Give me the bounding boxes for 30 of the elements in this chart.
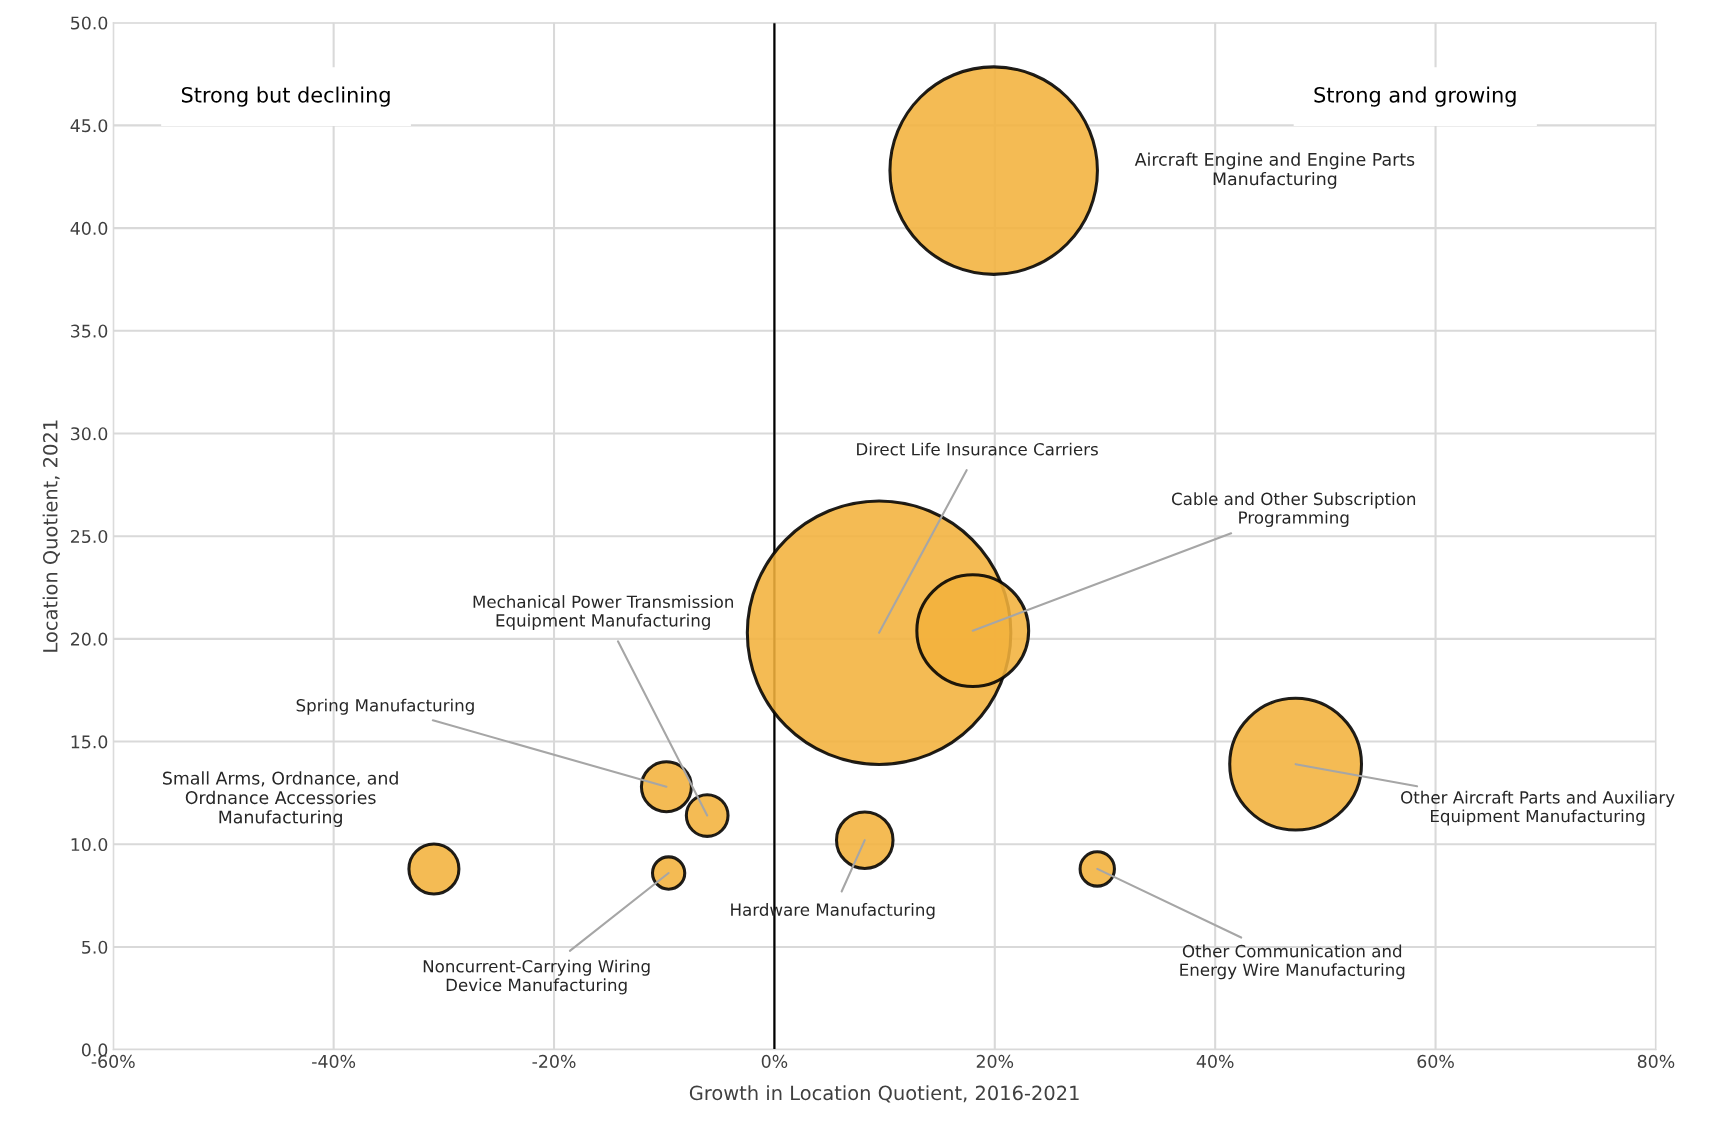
annotation: Strong and growing [1314,86,1516,107]
annotation: Cable and Other Subscription Programming [1171,492,1416,528]
y-tick-label: 35.0 [71,324,108,338]
x-tick-label: -20% [532,1054,576,1068]
annotation: Small Arms, Ordnance, and Ordnance Accessories Manufacturing [163,771,398,827]
y-tick-label: 15.0 [71,735,108,749]
annotation: Other Communication and Energy Wire Manufacturing [1180,944,1405,980]
annotation: Aircraft Engine and Engine Parts Manufacturing [1134,152,1415,189]
x-tick-label: 20% [976,1054,1014,1068]
annotation: Other Aircraft Parts and Auxiliary Equipment Manufacturing [1401,790,1675,826]
x-tick-label: 80% [1637,1054,1675,1068]
annotation: Strong but declining [181,86,390,107]
x-axis-title: Growth in Location Quotient, 2016-2021 [689,1085,1079,1103]
y-tick-label: 45.0 [70,119,108,133]
y-tick-label: 20.0 [71,632,108,646]
y-tick-label: 25.0 [71,529,108,544]
y-tick-label: 40.0 [70,221,108,235]
x-tick-label: -40% [312,1054,356,1068]
x-tick-label: 0% [761,1054,788,1068]
annotation: Direct Life Insurance Carriers [857,442,1098,456]
annotation: Noncurrent-Carrying Wiring Device Manufacturing [423,959,650,995]
annotation: Spring Manufacturing [296,698,474,715]
x-tick-label: 60% [1417,1054,1454,1068]
y-tick-label: 50.0 [71,16,108,30]
y-tick-label: 5.0 [82,940,108,954]
y-axis-title: Location Quotient, 2021 [42,420,60,652]
annotation: Mechanical Power Transmission Equipment Manufacturing [473,595,733,630]
y-tick-label: 10.0 [71,837,108,852]
x-tick-label: 40% [1196,1054,1234,1068]
y-tick-label: 30.0 [71,427,108,441]
